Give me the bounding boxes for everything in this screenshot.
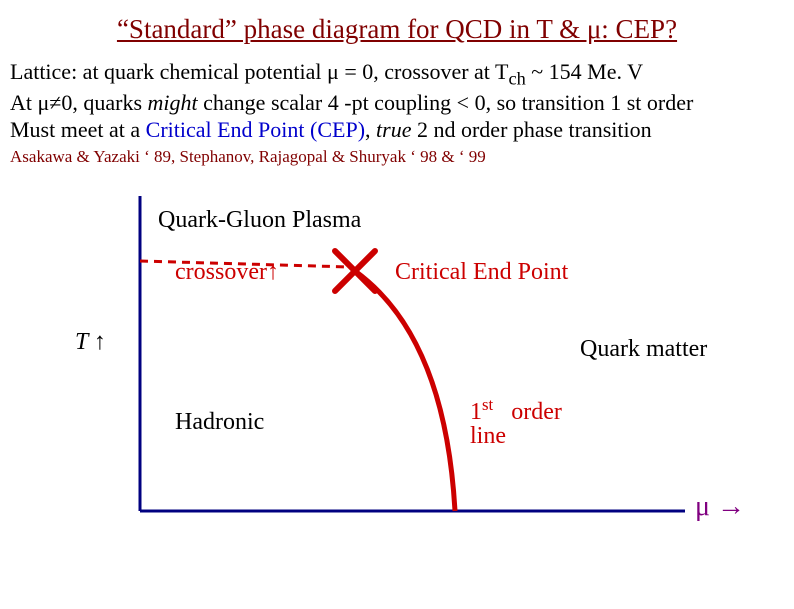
label-crossover: crossover↑ (175, 259, 279, 286)
body-line3-b: , (365, 117, 376, 142)
body-line1-a: Lattice: at quark chemical potential μ =… (10, 59, 508, 84)
body-line3-em: true (376, 117, 411, 142)
body-text: Lattice: at quark chemical potential μ =… (10, 59, 784, 143)
label-cep: Critical End Point (395, 259, 568, 286)
label-first-st: st (482, 395, 493, 414)
body-line3-c: 2 nd order phase transition (411, 117, 651, 142)
label-first-order-word: order (511, 399, 562, 425)
label-qgp: Quark-Gluon Plasma (158, 207, 361, 234)
body-line3-blue: Critical End Point (CEP) (146, 117, 365, 142)
label-first-order-line: line (470, 423, 506, 450)
references: Asakawa & Yazaki ‘ 89, Stephanov, Rajago… (10, 147, 784, 167)
label-quark-matter: Quark matter (580, 336, 707, 363)
body-line2-em: might (148, 90, 198, 115)
body-line2-a: At μ≠0, quarks (10, 90, 148, 115)
body-line-1: Lattice: at quark chemical potential μ =… (10, 59, 784, 90)
label-t-axis: T ↑ (75, 329, 106, 356)
label-first-order: 1st order (470, 395, 562, 426)
body-line1-b: ~ 154 Me. V (526, 59, 643, 84)
body-line2-b: change scalar 4 -pt coupling < 0, so tra… (198, 90, 694, 115)
body-line3-a: Must meet at a (10, 117, 146, 142)
phase-diagram: Quark-Gluon Plasma crossover↑ Critical E… (0, 171, 794, 551)
cep-mark-icon (335, 251, 375, 291)
body-line1-sub: ch (508, 68, 525, 88)
label-mu-axis: μ → (695, 491, 745, 523)
label-hadronic: Hadronic (175, 409, 264, 436)
label-first-1: 1 (470, 399, 482, 425)
body-line-2: At μ≠0, quarks might change scalar 4 -pt… (10, 90, 784, 116)
body-line-3: Must meet at a Critical End Point (CEP),… (10, 117, 784, 143)
first-order-line (355, 271, 455, 511)
page-title: “Standard” phase diagram for QCD in T & … (0, 14, 794, 45)
label-t-axis-text: T ↑ (75, 329, 106, 355)
